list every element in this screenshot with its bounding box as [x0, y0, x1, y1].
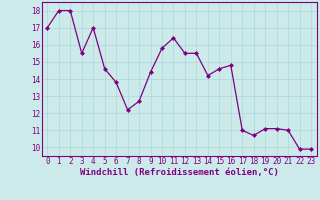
X-axis label: Windchill (Refroidissement éolien,°C): Windchill (Refroidissement éolien,°C) — [80, 168, 279, 177]
